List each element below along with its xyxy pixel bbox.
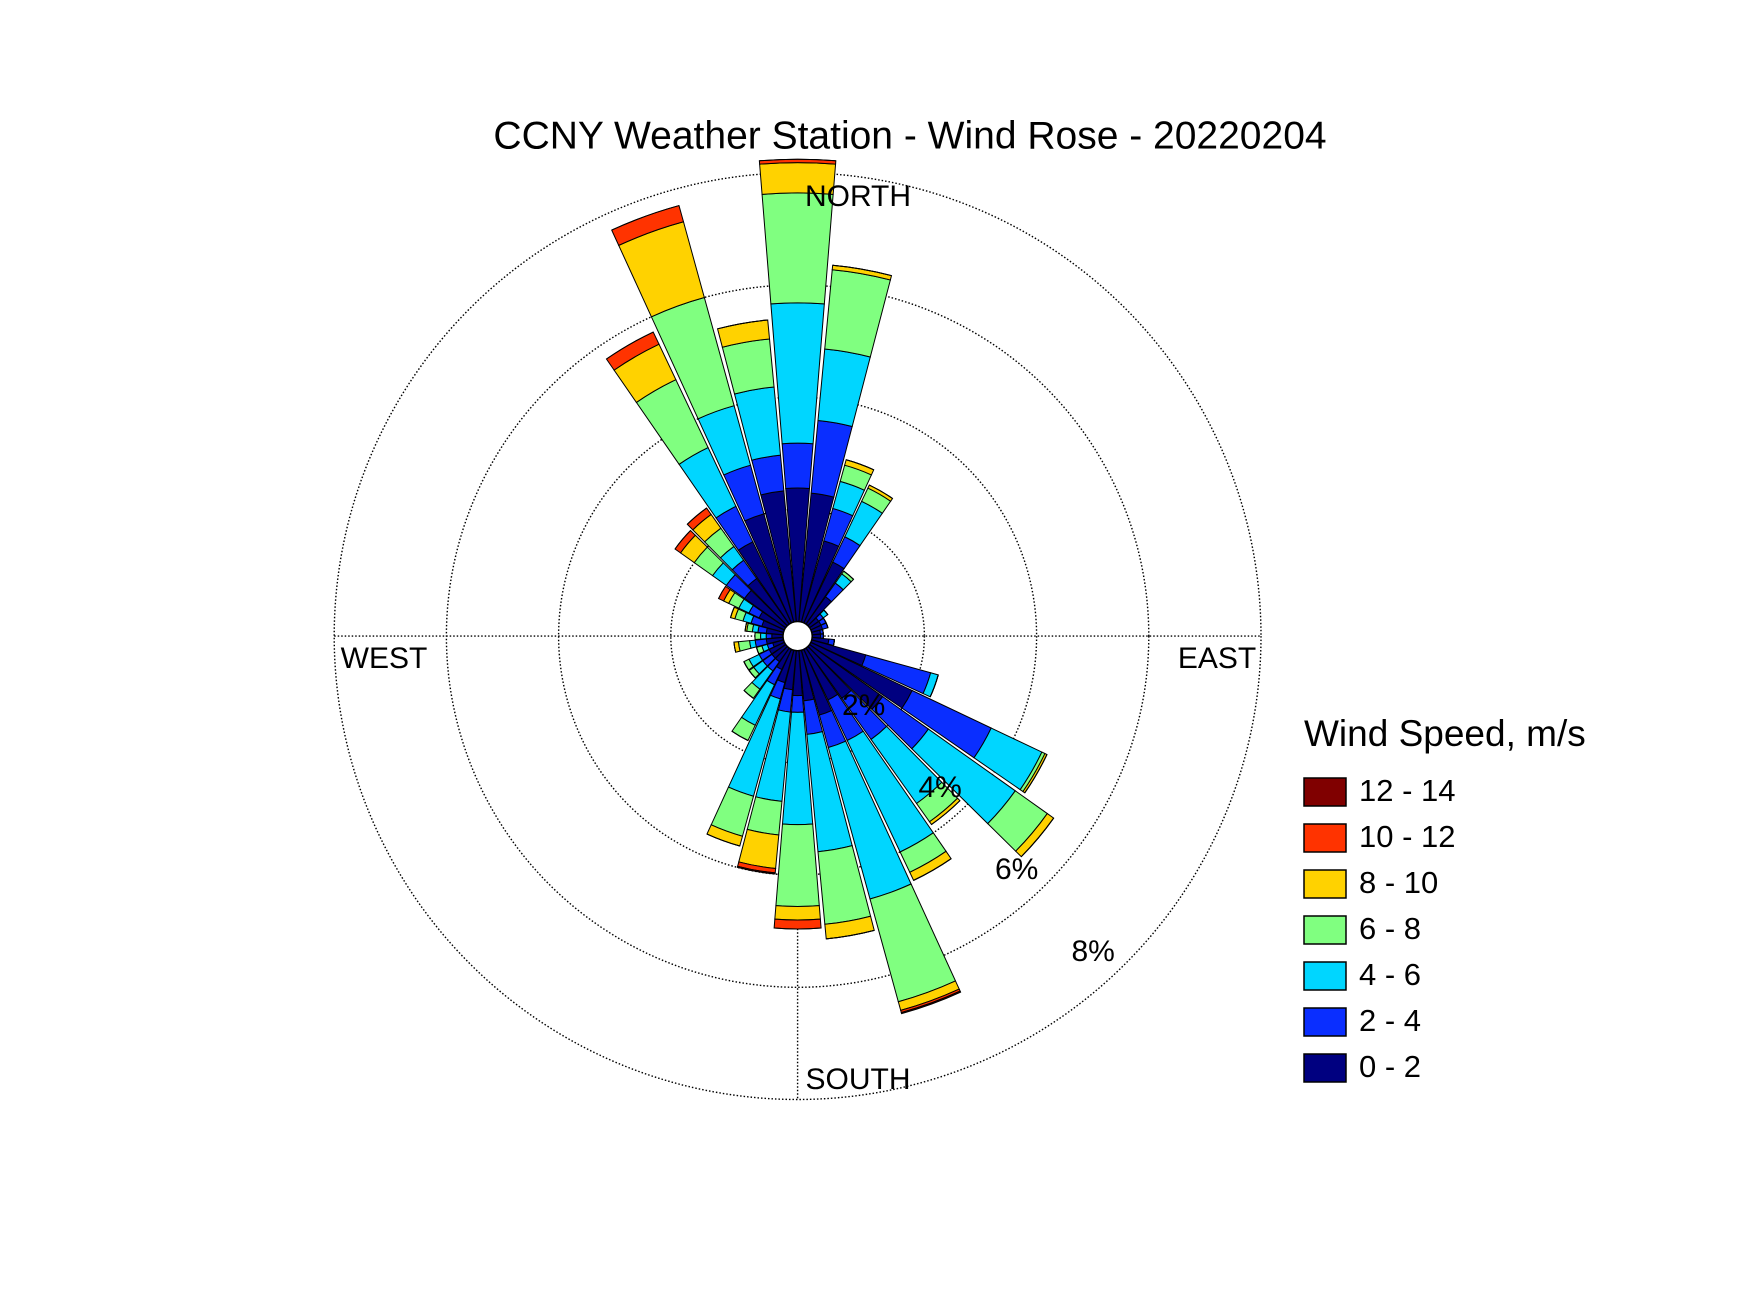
rose-segment (730, 606, 735, 618)
r-tick-label: 2% (842, 689, 885, 722)
legend-label: 2 - 4 (1359, 1003, 1421, 1038)
rose-segment (686, 507, 707, 525)
rose-segment (733, 642, 737, 653)
direction-label: WEST (341, 642, 428, 675)
rose-segment (759, 158, 836, 162)
direction-label: NORTH (805, 180, 911, 213)
rose-segment (775, 823, 820, 908)
legend-swatch (1303, 777, 1347, 807)
rose-segment (931, 800, 961, 825)
legend-label: 0 - 2 (1359, 1049, 1421, 1084)
r-tick-label: 6% (995, 853, 1038, 886)
rose-segment (773, 918, 822, 930)
rose-segment (674, 530, 691, 550)
rose-segment (869, 484, 893, 499)
rose-segment (832, 264, 892, 277)
rose-segment (790, 694, 805, 713)
legend-label: 10 - 12 (1359, 819, 1456, 854)
rose-segment (718, 586, 726, 599)
grid-ring (333, 171, 1262, 1101)
grid-ring (445, 284, 1150, 988)
legend-swatch (1303, 1053, 1347, 1083)
rose-segment (731, 730, 749, 741)
rose-segment (743, 690, 754, 699)
rose-segment (760, 632, 767, 640)
legend-label: 4 - 6 (1359, 957, 1421, 992)
legend-swatch (1303, 915, 1347, 945)
rose-segment (765, 633, 773, 640)
rose-segment (913, 858, 952, 881)
legend-label: 6 - 8 (1359, 911, 1421, 946)
rose-segment (900, 990, 962, 1015)
r-tick-label: 8% (1071, 935, 1114, 968)
rose-segment (774, 905, 821, 921)
rose-segment (748, 670, 756, 679)
rose-segment (1020, 817, 1055, 858)
direction-label: SOUTH (806, 1063, 911, 1096)
rose-segment (823, 609, 829, 615)
legend: 12 - 14 10 - 12 8 - 10 6 - 8 4 - 6 2 - 4 0 - 2 (1303, 773, 1456, 1084)
rose-segment (743, 661, 750, 671)
legend-label: 8 - 10 (1359, 865, 1438, 900)
rose-segment (606, 331, 654, 360)
r-tick-label: 4% (918, 771, 961, 804)
legend-title: Wind Speed, m/s (1304, 713, 1586, 754)
rose-segment (736, 865, 776, 875)
direction-label: EAST (1178, 642, 1256, 675)
legend-swatch (1303, 961, 1347, 991)
labels: CCNY Weather Station - Wind Rose - 20220… (341, 114, 1586, 1096)
chart-title: CCNY Weather Station - Wind Rose - 20220… (493, 114, 1326, 157)
legend-swatch (1303, 869, 1347, 899)
bars (605, 158, 1055, 1015)
legend-swatch (1303, 823, 1347, 853)
center-hole (782, 620, 813, 652)
legend-swatch (1303, 1007, 1347, 1037)
rose-segment (744, 622, 748, 632)
rose-segment (1024, 754, 1048, 794)
legend-label: 12 - 14 (1359, 773, 1456, 808)
rose-segment (754, 632, 762, 641)
rose-segment (781, 442, 814, 489)
